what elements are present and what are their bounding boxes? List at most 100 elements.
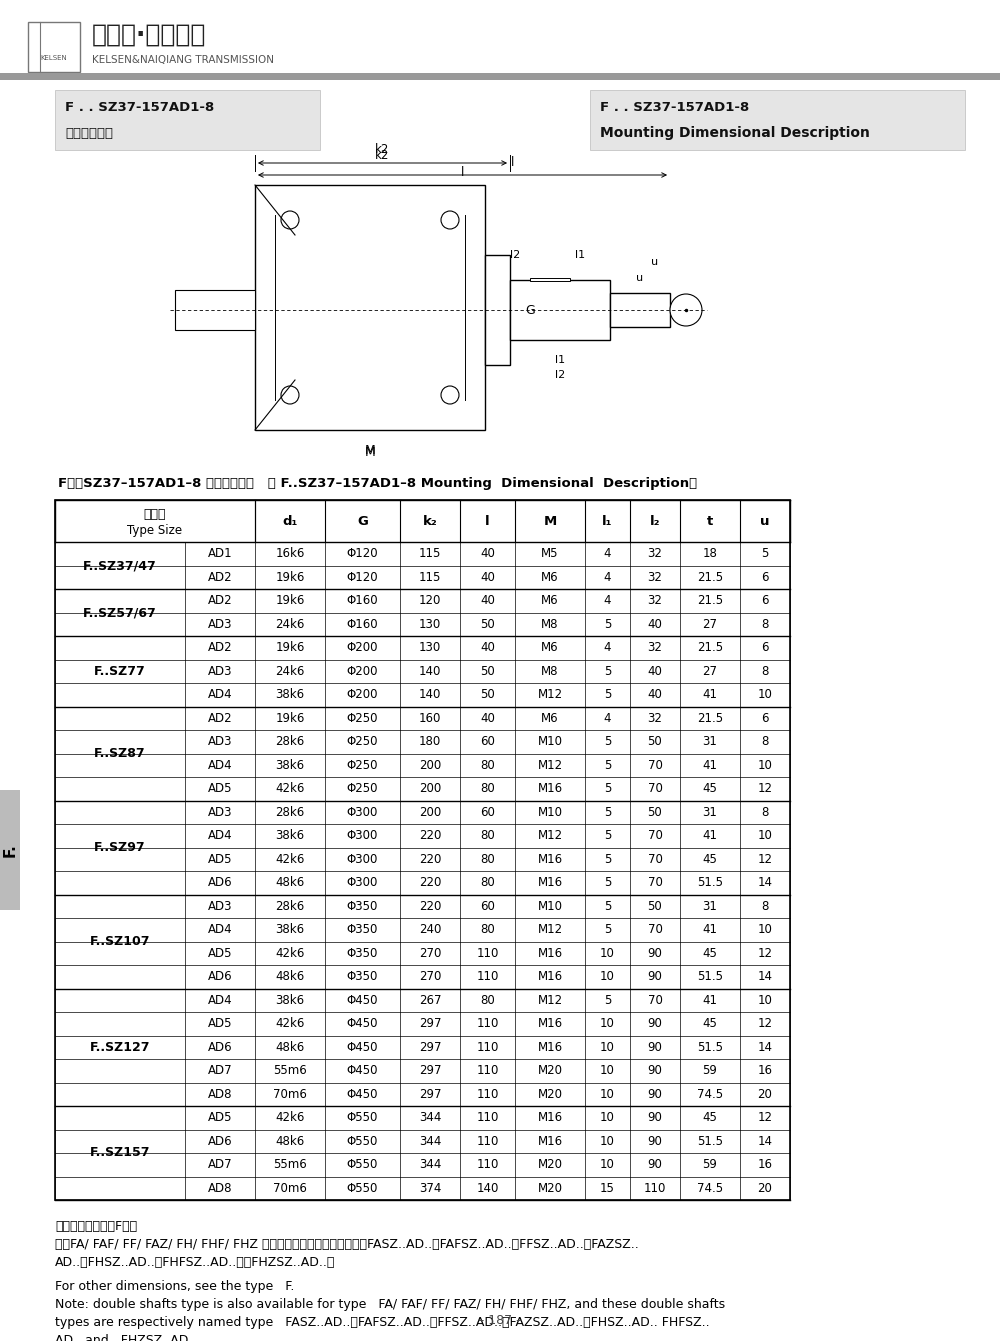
Text: 5: 5 xyxy=(604,688,611,701)
Text: 74.5: 74.5 xyxy=(697,1088,723,1101)
Text: F..SZ97: F..SZ97 xyxy=(94,841,146,854)
Text: k2: k2 xyxy=(375,142,390,156)
Text: 140: 140 xyxy=(476,1181,499,1195)
Text: 32: 32 xyxy=(648,594,662,607)
Text: 45: 45 xyxy=(703,1112,717,1124)
Text: 21.5: 21.5 xyxy=(697,641,723,654)
Text: M8: M8 xyxy=(541,618,559,630)
Text: 60: 60 xyxy=(480,900,495,913)
Text: 90: 90 xyxy=(648,1041,662,1054)
Text: KELSEN: KELSEN xyxy=(41,55,67,60)
Text: 297: 297 xyxy=(419,1018,441,1030)
Text: 32: 32 xyxy=(648,712,662,724)
Text: 19k6: 19k6 xyxy=(275,712,305,724)
Circle shape xyxy=(441,386,459,404)
Bar xyxy=(610,292,670,327)
Text: AD6: AD6 xyxy=(208,1134,232,1148)
Circle shape xyxy=(441,211,459,229)
Text: 10: 10 xyxy=(758,829,772,842)
Text: 5: 5 xyxy=(604,900,611,913)
Text: M16: M16 xyxy=(537,1018,563,1030)
Text: AD2: AD2 xyxy=(208,712,232,724)
Text: 40: 40 xyxy=(480,547,495,561)
Text: AD3: AD3 xyxy=(208,900,232,913)
Text: 40: 40 xyxy=(480,594,495,607)
Text: M16: M16 xyxy=(537,1112,563,1124)
Text: 140: 140 xyxy=(419,665,441,677)
Text: 90: 90 xyxy=(648,1065,662,1077)
Bar xyxy=(255,185,485,430)
Bar xyxy=(55,500,790,1200)
Text: M6: M6 xyxy=(541,641,559,654)
Bar xyxy=(55,636,790,660)
Text: 10: 10 xyxy=(600,1159,615,1171)
Text: 20: 20 xyxy=(758,1181,772,1195)
Text: 38k6: 38k6 xyxy=(275,829,305,842)
Text: 51.5: 51.5 xyxy=(697,1041,723,1054)
Text: M16: M16 xyxy=(537,853,563,866)
Text: k2: k2 xyxy=(375,149,390,161)
Text: t: t xyxy=(707,515,713,527)
Text: 220: 220 xyxy=(419,853,441,866)
Text: 5: 5 xyxy=(604,923,611,936)
Text: 6: 6 xyxy=(761,571,769,583)
Text: AD6: AD6 xyxy=(208,876,232,889)
Text: 10: 10 xyxy=(600,1112,615,1124)
Text: F..SZ87: F..SZ87 xyxy=(94,747,146,760)
Bar xyxy=(55,707,790,730)
Text: 267: 267 xyxy=(419,994,441,1007)
Text: 115: 115 xyxy=(419,571,441,583)
Text: M12: M12 xyxy=(537,994,563,1007)
Text: 10: 10 xyxy=(758,688,772,701)
Text: l₂: l₂ xyxy=(650,515,660,527)
Text: 41: 41 xyxy=(702,759,718,772)
Text: 110: 110 xyxy=(476,1041,499,1054)
Text: 110: 110 xyxy=(476,947,499,960)
Text: 40: 40 xyxy=(480,571,495,583)
Text: 45: 45 xyxy=(703,947,717,960)
Circle shape xyxy=(281,211,299,229)
Text: 220: 220 xyxy=(419,876,441,889)
Text: AD7: AD7 xyxy=(208,1065,232,1077)
Text: AD5: AD5 xyxy=(208,1112,232,1124)
Text: M: M xyxy=(543,515,557,527)
Bar xyxy=(55,1129,790,1153)
Text: 70: 70 xyxy=(648,994,662,1007)
Text: 21.5: 21.5 xyxy=(697,712,723,724)
Text: l1: l1 xyxy=(555,355,565,365)
Text: 27: 27 xyxy=(702,665,718,677)
Text: 42k6: 42k6 xyxy=(275,1112,305,1124)
Text: M16: M16 xyxy=(537,1134,563,1148)
Text: l₁: l₁ xyxy=(602,515,613,527)
Text: 14: 14 xyxy=(758,1134,772,1148)
Text: 200: 200 xyxy=(419,806,441,819)
Bar xyxy=(55,1059,790,1082)
Text: 12: 12 xyxy=(758,782,772,795)
Text: 80: 80 xyxy=(480,829,495,842)
Text: F..SZ127: F..SZ127 xyxy=(90,1041,150,1054)
Bar xyxy=(0,72,1000,80)
Text: 51.5: 51.5 xyxy=(697,876,723,889)
Text: 14: 14 xyxy=(758,971,772,983)
Text: 55m6: 55m6 xyxy=(273,1065,307,1077)
Text: 6: 6 xyxy=(761,712,769,724)
Text: 45: 45 xyxy=(703,782,717,795)
Text: 安装结构尺寸: 安装结构尺寸 xyxy=(65,126,113,139)
Text: 5: 5 xyxy=(761,547,769,561)
Text: Φ200: Φ200 xyxy=(347,641,378,654)
Text: d₁: d₁ xyxy=(282,515,298,527)
Bar xyxy=(55,1082,790,1106)
Text: 10: 10 xyxy=(600,947,615,960)
Text: AD4: AD4 xyxy=(208,829,232,842)
Text: 4: 4 xyxy=(604,547,611,561)
Bar xyxy=(55,683,790,707)
Bar xyxy=(55,801,790,823)
Text: 31: 31 xyxy=(703,900,717,913)
Text: 28k6: 28k6 xyxy=(275,806,305,819)
Text: 344: 344 xyxy=(419,1134,441,1148)
Text: 120: 120 xyxy=(419,594,441,607)
Text: 60: 60 xyxy=(480,735,495,748)
Text: F..SZ157: F..SZ157 xyxy=(90,1147,150,1160)
Bar xyxy=(590,90,965,150)
Text: M20: M20 xyxy=(538,1088,562,1101)
